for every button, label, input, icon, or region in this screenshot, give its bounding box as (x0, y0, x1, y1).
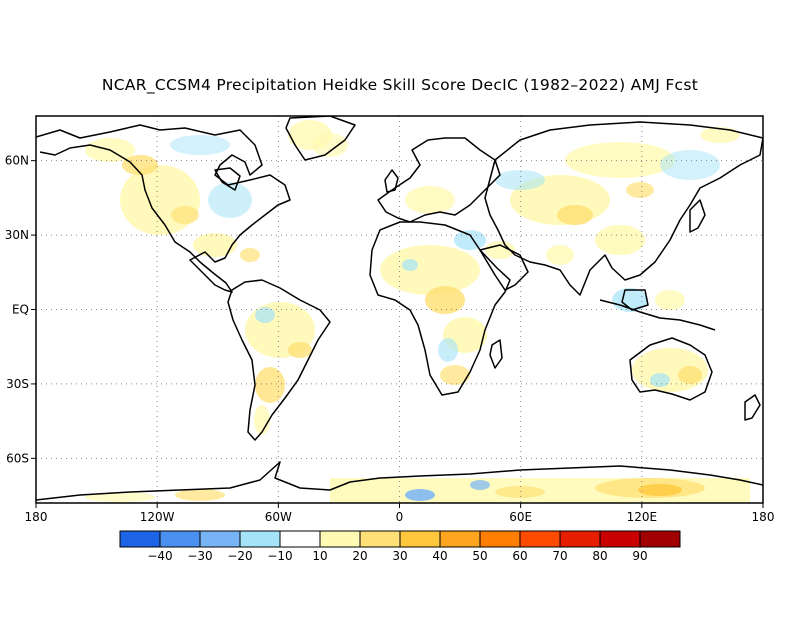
colorbar-label: 70 (552, 549, 567, 563)
colorbar-label: 10 (312, 549, 327, 563)
coast-hudson-bay (214, 167, 241, 191)
lon-tick-label: 60W (265, 510, 292, 524)
coast-south-america (227, 279, 331, 441)
colorbar-label: −10 (267, 549, 292, 563)
skill-shading (85, 120, 750, 503)
colorbar-swatch (479, 530, 521, 548)
colorbar-label: 20 (352, 549, 367, 563)
lon-tick-label: 120W (140, 510, 175, 524)
colorbar-swatch (119, 530, 161, 548)
lat-tick-label: 60N (5, 154, 29, 168)
colorbar-label: 90 (632, 549, 647, 563)
coast-europe (377, 137, 501, 223)
colorbar-label: 30 (392, 549, 407, 563)
lon-tick-label: 120E (627, 510, 658, 524)
coast-new-zealand (744, 394, 761, 421)
colorbar-swatch (439, 530, 481, 548)
colorbar-label: 50 (472, 549, 487, 563)
coast-asia (484, 121, 763, 296)
coast-japan (689, 199, 706, 233)
colorbar-label: 60 (512, 549, 527, 563)
lat-tick-label: 30N (5, 228, 29, 242)
lon-tick-label: 60E (509, 510, 532, 524)
colorbar-label: −30 (187, 549, 212, 563)
colorbar-label: 40 (432, 549, 447, 563)
coast-africa (369, 221, 511, 396)
lon-tick-label: 180 (752, 510, 775, 524)
colorbar-label: 80 (592, 549, 607, 563)
colorbar-swatch (199, 530, 241, 548)
map-title: NCAR_CCSM4 Precipitation Heidke Skill Sc… (101, 76, 699, 94)
colorbar-swatch (239, 530, 281, 548)
colorbar-label: −20 (227, 549, 252, 563)
colorbar-swatch (359, 530, 401, 548)
colorbar-swatch (519, 530, 561, 548)
lat-tick-label: 30S (6, 377, 29, 391)
coast-north-america (36, 124, 291, 293)
colorbar-swatch (319, 530, 361, 548)
colorbar-swatch (399, 530, 441, 548)
coast-indonesia (599, 299, 716, 331)
colorbar-swatch (559, 530, 601, 548)
coast-australia (629, 337, 713, 401)
axis-ticks: 180 120W 60W 0 60E 120E 180 60N 30N EQ 30S 60S (5, 154, 775, 524)
grid-lines (36, 116, 763, 503)
colorbar-label: −40 (147, 549, 172, 563)
coast-greenland (285, 116, 356, 161)
coast-antarctica (36, 461, 763, 501)
lat-tick-label: 60S (6, 451, 29, 465)
lon-tick-label: 0 (396, 510, 404, 524)
lon-tick-label: 180 (25, 510, 48, 524)
coast-madagascar (489, 339, 503, 369)
lat-tick-label: EQ (12, 303, 29, 317)
colorbar-legend: −40 −30 −20 −10 10 20 30 40 50 60 70 80 90 (119, 530, 681, 563)
colorbar-swatch (639, 530, 681, 548)
colorbar-swatch (279, 530, 321, 548)
colorbar-swatch (599, 530, 641, 548)
coast-borneo (621, 289, 649, 311)
coast-uk (384, 169, 399, 193)
coastlines (36, 116, 763, 501)
colorbar-swatch (159, 530, 201, 548)
coast-arabia (479, 244, 529, 291)
